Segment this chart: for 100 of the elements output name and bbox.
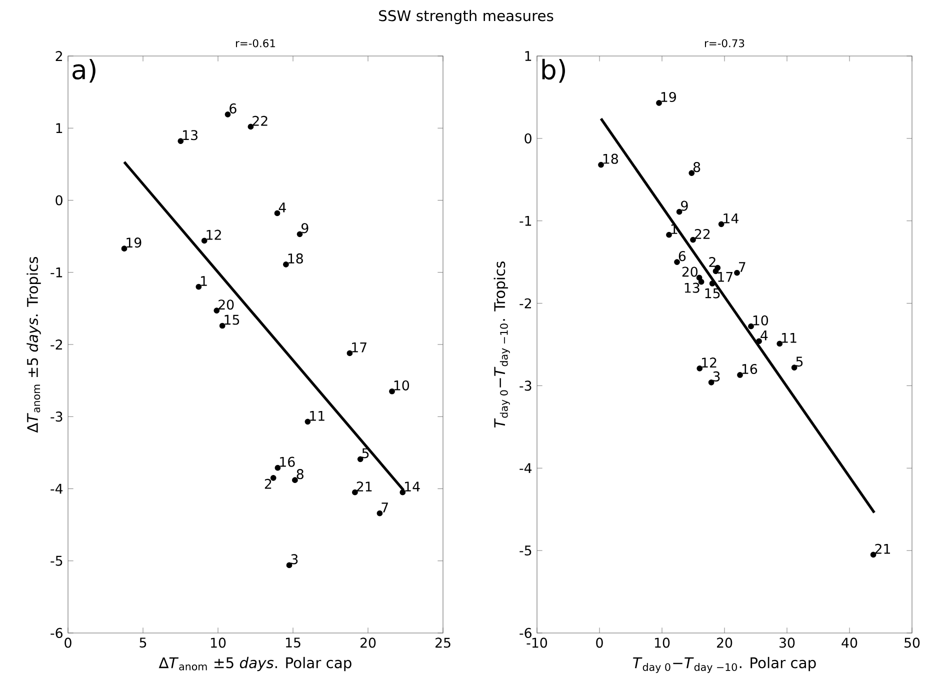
annotation: 6 bbox=[230, 103, 236, 114]
chart-subtitle: r=-0.61 bbox=[236, 39, 275, 48]
annotation: a) bbox=[72, 58, 96, 83]
annotation: 18 bbox=[603, 154, 618, 164]
x-tick-label: 5 bbox=[140, 638, 146, 648]
y-tick-label: 0 bbox=[524, 133, 532, 144]
point bbox=[709, 280, 716, 286]
point bbox=[712, 268, 719, 274]
annotation: 12 bbox=[206, 230, 221, 240]
point bbox=[376, 510, 383, 516]
y-tick-label: -4 bbox=[50, 484, 63, 494]
y-tick-label: 1 bbox=[56, 123, 62, 133]
annotation: 22 bbox=[694, 228, 710, 239]
annotation: 11 bbox=[782, 333, 796, 343]
annotation: 2 bbox=[264, 478, 272, 489]
annotation: 21 bbox=[356, 482, 372, 492]
annotation: 16 bbox=[742, 364, 758, 374]
x-tick-label: 40 bbox=[842, 638, 858, 648]
point bbox=[748, 323, 754, 330]
point bbox=[248, 124, 254, 130]
point bbox=[400, 489, 406, 496]
point bbox=[214, 308, 220, 314]
annotation: 14 bbox=[405, 482, 420, 492]
point bbox=[121, 246, 128, 252]
point bbox=[274, 464, 281, 471]
point bbox=[283, 262, 289, 268]
x-tick-label: 20 bbox=[717, 638, 732, 648]
point bbox=[737, 372, 743, 378]
point bbox=[346, 350, 353, 356]
y-axis-title: T$_{day 0}$−T$_{day −10}$. Tropics bbox=[494, 262, 510, 428]
annotation: 10 bbox=[394, 380, 410, 390]
y-tick-label: -1 bbox=[50, 268, 62, 278]
x-tick-label: 0 bbox=[64, 638, 72, 648]
point bbox=[666, 232, 672, 238]
annotation: 4 bbox=[278, 202, 286, 212]
annotation: 3 bbox=[291, 554, 298, 564]
annotation: 18 bbox=[288, 253, 303, 264]
annotation: 9 bbox=[302, 223, 308, 234]
x-tick-label: 15 bbox=[286, 638, 300, 648]
annotation: 15 bbox=[224, 314, 240, 325]
point bbox=[224, 111, 231, 118]
x-tick-label: -10 bbox=[526, 638, 548, 648]
x-tick-label: 0 bbox=[596, 638, 603, 648]
annotation: 19 bbox=[661, 92, 676, 102]
annotation: 11 bbox=[310, 411, 324, 421]
annotation: 19 bbox=[126, 238, 142, 248]
annotation: 17 bbox=[718, 272, 733, 282]
point bbox=[791, 364, 798, 371]
annotation: 5 bbox=[362, 448, 369, 458]
y-tick-label: 0 bbox=[56, 195, 62, 206]
annotation: 7 bbox=[739, 262, 746, 272]
x-axis-title: T$_{day 0}$−T$_{day −10}$. Polar cap bbox=[633, 656, 816, 673]
point bbox=[296, 231, 303, 238]
x-axis-title: ∆T$_{anom}$ ±5 days. Polar cap bbox=[158, 656, 352, 672]
point bbox=[776, 340, 783, 347]
annotation: 6 bbox=[678, 251, 686, 262]
point bbox=[674, 259, 680, 266]
annotation: 22 bbox=[252, 116, 268, 126]
point bbox=[690, 236, 696, 243]
x-tick-label: 10 bbox=[210, 638, 226, 648]
x-tick-label: 30 bbox=[780, 638, 795, 648]
annotation: 20 bbox=[682, 266, 698, 277]
y-tick-label: -6 bbox=[520, 628, 532, 638]
x-tick-label: 20 bbox=[360, 638, 376, 648]
y-tick-label: -1 bbox=[520, 216, 532, 226]
point bbox=[696, 274, 702, 281]
y-tick-label: -5 bbox=[50, 556, 62, 566]
chart-title: SSW strength measures bbox=[379, 10, 554, 24]
annotation: 20 bbox=[218, 300, 234, 310]
annotation: 14 bbox=[724, 213, 738, 224]
annotation: 3 bbox=[713, 371, 720, 382]
annotation: 10 bbox=[753, 315, 768, 326]
point bbox=[870, 552, 876, 558]
point bbox=[696, 365, 703, 372]
point bbox=[270, 474, 276, 481]
annotation: 13 bbox=[684, 282, 700, 293]
annotation: 21 bbox=[875, 544, 890, 554]
point bbox=[718, 221, 724, 228]
point bbox=[688, 170, 695, 176]
point bbox=[352, 489, 358, 496]
point bbox=[357, 456, 364, 462]
point bbox=[201, 238, 208, 244]
point bbox=[292, 477, 298, 484]
annotation: 5 bbox=[796, 356, 803, 367]
y-tick-label: -3 bbox=[520, 380, 532, 391]
y-tick-label: -2 bbox=[520, 298, 531, 308]
y-tick-label: -3 bbox=[50, 412, 62, 422]
point bbox=[389, 388, 395, 394]
y-tick-label: 1 bbox=[525, 51, 532, 61]
y-tick-label: -4 bbox=[520, 463, 532, 473]
point bbox=[756, 338, 762, 344]
point bbox=[178, 138, 184, 144]
annotation: 1 bbox=[201, 276, 207, 286]
annotation: 8 bbox=[693, 162, 700, 172]
point bbox=[676, 208, 682, 215]
annotation: 15 bbox=[705, 288, 720, 298]
annotation: 4 bbox=[760, 330, 768, 340]
y-axis-title: ∆T$_{anom}$ ±5 days. Tropics bbox=[26, 256, 41, 433]
annotation: b) bbox=[542, 58, 565, 83]
point bbox=[734, 270, 740, 276]
